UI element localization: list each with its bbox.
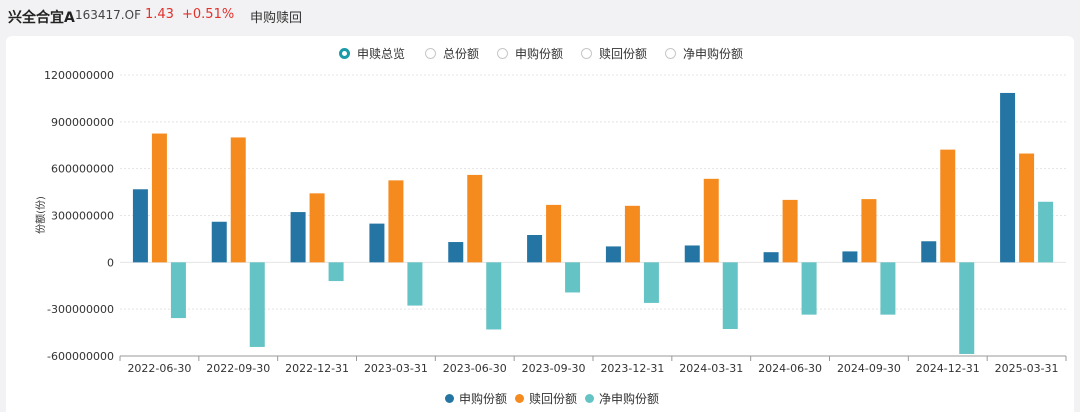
bar-subscribe xyxy=(842,251,858,263)
y-tick-label: -300000000 xyxy=(47,303,114,316)
bar-subscribe xyxy=(684,245,700,263)
radio-icon xyxy=(425,48,436,59)
bar-redeem xyxy=(703,178,719,263)
bar-redeem xyxy=(1019,153,1035,263)
x-tick-label: 2024-09-30 xyxy=(837,362,901,375)
legend-label: 净申购份额 xyxy=(599,392,660,406)
tab-subscribe-redeem[interactable]: 申购赎回 xyxy=(250,11,303,26)
legend-item-redeem[interactable]: 赎回份额 xyxy=(515,390,577,407)
bar-net xyxy=(959,262,975,354)
legend-label: 申购份额 xyxy=(459,392,508,406)
bar-subscribe xyxy=(211,221,227,263)
legend-dot-net xyxy=(585,394,594,403)
x-tick-label: 2024-12-31 xyxy=(916,362,980,375)
bar-subscribe xyxy=(1000,92,1016,263)
view-option-subscribe-shares[interactable]: 申购份额 xyxy=(497,45,563,62)
y-tick-label: 1200000000 xyxy=(44,69,114,82)
bar-net xyxy=(328,262,344,282)
bar-net xyxy=(801,262,817,315)
chart-panel xyxy=(6,36,1074,412)
legend-dot-subscribe xyxy=(445,394,454,403)
view-option-net-subscribe-shares[interactable]: 净申购份额 xyxy=(665,45,743,62)
view-option-label: 赎回份额 xyxy=(599,47,648,61)
x-tick-label: 2023-03-31 xyxy=(364,362,428,375)
view-option-label: 申购份额 xyxy=(515,47,564,61)
bar-net xyxy=(249,262,265,347)
x-tick-label: 2025-03-31 xyxy=(995,362,1059,375)
x-tick-label: 2023-09-30 xyxy=(522,362,586,375)
fund-name: 兴全合宜A xyxy=(8,10,75,26)
legend-item-net[interactable]: 净申购份额 xyxy=(585,390,659,407)
bar-redeem xyxy=(546,204,562,263)
bar-redeem xyxy=(940,149,956,263)
bar-net xyxy=(407,262,423,306)
bar-subscribe xyxy=(605,246,621,263)
fund-price: 1.43 xyxy=(145,7,174,22)
bar-redeem xyxy=(624,205,640,263)
bar-net xyxy=(486,262,502,330)
radio-icon xyxy=(339,48,350,59)
x-tick-label: 2024-06-30 xyxy=(758,362,822,375)
y-tick-label: 0 xyxy=(107,256,114,269)
radio-icon xyxy=(665,48,676,59)
bar-subscribe xyxy=(921,241,937,263)
radio-icon xyxy=(581,48,592,59)
bar-net xyxy=(722,262,738,329)
view-option-label: 总份额 xyxy=(443,47,480,61)
y-tick-label: -600000000 xyxy=(47,350,114,363)
view-option-group: 申赎总览 总份额 申购份额 赎回份额 净申购份额 xyxy=(0,45,1080,65)
x-tick-label: 2023-12-31 xyxy=(600,362,664,375)
y-tick-label: 300000000 xyxy=(51,210,114,223)
bar-redeem xyxy=(230,137,246,263)
legend-dot-redeem xyxy=(515,394,524,403)
x-tick-label: 2024-03-31 xyxy=(679,362,743,375)
bar-subscribe xyxy=(369,223,385,263)
bar-redeem xyxy=(309,193,325,263)
bar-net xyxy=(643,262,659,303)
fund-code: 163417.OF xyxy=(75,8,141,22)
view-option-redeem-shares[interactable]: 赎回份额 xyxy=(581,45,647,62)
bar-net xyxy=(170,262,186,319)
bar-subscribe xyxy=(527,235,543,263)
view-option-label: 申赎总览 xyxy=(357,47,406,61)
bar-net xyxy=(1038,201,1054,263)
bar-redeem xyxy=(467,174,483,263)
bar-subscribe xyxy=(448,242,464,263)
bar-net xyxy=(565,262,581,293)
bar-net xyxy=(880,262,896,315)
bar-subscribe xyxy=(290,212,306,263)
chart-legend: 申购份额 赎回份额 净申购份额 xyxy=(0,390,1080,406)
x-tick-label: 2022-09-30 xyxy=(206,362,270,375)
view-option-label: 净申购份额 xyxy=(683,47,744,61)
radio-icon xyxy=(497,48,508,59)
y-tick-label: 900000000 xyxy=(51,116,114,129)
fund-change: +0.51% xyxy=(182,7,235,22)
x-tick-label: 2023-06-30 xyxy=(443,362,507,375)
bar-redeem xyxy=(388,180,404,263)
bar-subscribe xyxy=(132,189,148,263)
x-tick-label: 2022-12-31 xyxy=(285,362,349,375)
legend-item-subscribe[interactable]: 申购份额 xyxy=(445,390,507,407)
bar-redeem xyxy=(861,199,877,263)
bar-subscribe xyxy=(763,252,779,263)
fund-header: 兴全合宜A 163417.OF 1.43 +0.51% 申购赎回 xyxy=(0,0,1080,32)
view-option-overview[interactable]: 申赎总览 xyxy=(339,45,405,62)
view-option-total-shares[interactable]: 总份额 xyxy=(425,45,479,62)
y-axis-label: 份额(份) xyxy=(34,196,47,234)
y-tick-label: 600000000 xyxy=(51,163,114,176)
bar-redeem xyxy=(782,199,798,263)
legend-label: 赎回份额 xyxy=(529,392,578,406)
x-tick-label: 2022-06-30 xyxy=(127,362,191,375)
bar-redeem xyxy=(151,133,167,263)
